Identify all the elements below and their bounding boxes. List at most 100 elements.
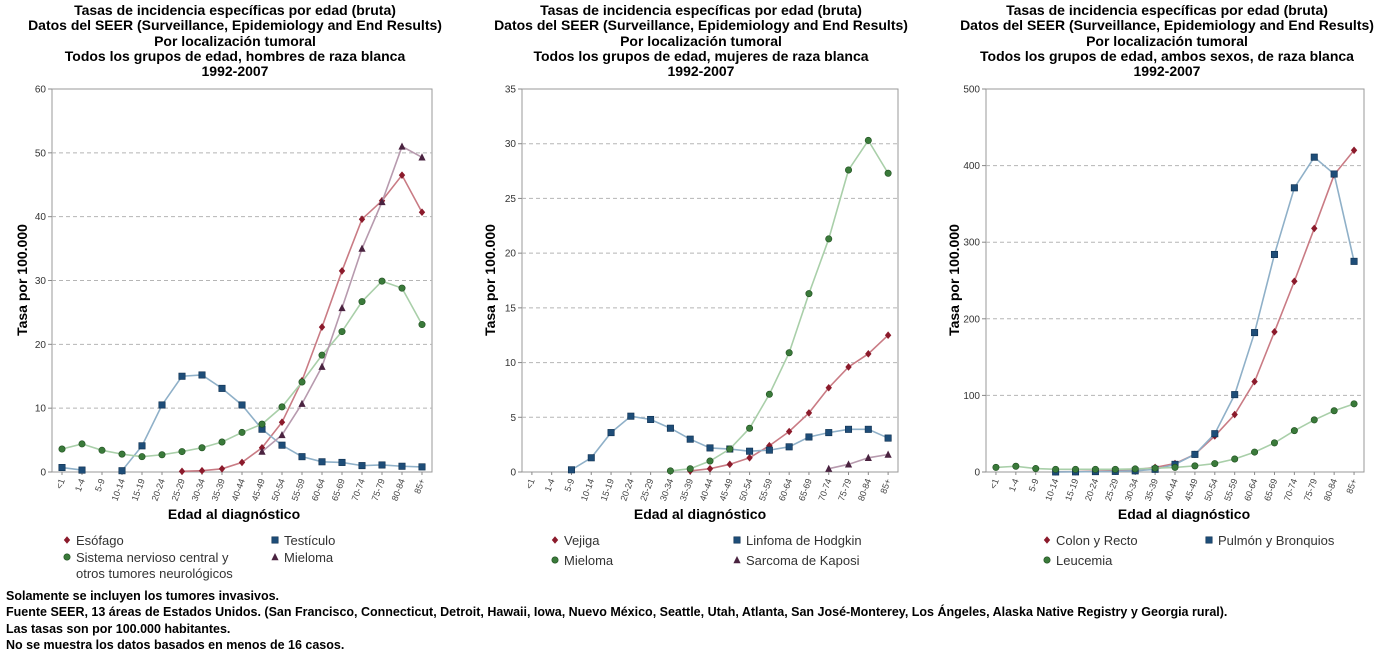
data-point bbox=[378, 277, 386, 285]
data-point bbox=[864, 453, 872, 461]
data-point bbox=[884, 434, 892, 442]
x-tick-label: 5-9 bbox=[1027, 477, 1041, 493]
title-line: Todos los grupos de edad, mujeres de raz… bbox=[533, 47, 869, 64]
data-point bbox=[358, 462, 366, 470]
plot-frame bbox=[985, 88, 1365, 473]
x-tick-label: <1 bbox=[54, 477, 67, 490]
title-line: Tasas de incidencia específicas por edad… bbox=[74, 2, 396, 18]
y-tick-label: 30 bbox=[35, 276, 47, 287]
chart-panel-2: Tasas de incidencia específicas por edad… bbox=[466, 0, 936, 590]
data-point bbox=[1211, 460, 1219, 468]
data-point bbox=[238, 428, 246, 436]
data-point bbox=[1231, 410, 1238, 419]
data-point bbox=[338, 458, 346, 466]
y-tick-label: 60 bbox=[35, 85, 47, 96]
data-point bbox=[607, 429, 615, 437]
x-tick-label: 1-4 bbox=[73, 477, 87, 493]
x-tick-label: 85+ bbox=[412, 477, 427, 495]
y-tick-label: 200 bbox=[963, 314, 980, 325]
legend-item: Mieloma bbox=[270, 550, 333, 566]
data-point bbox=[686, 465, 694, 473]
x-tick-label: 50-54 bbox=[1202, 477, 1219, 502]
series-2 bbox=[58, 371, 426, 475]
series-line bbox=[828, 453, 889, 470]
data-point bbox=[1311, 224, 1318, 233]
legend-marker bbox=[733, 556, 741, 564]
y-tick-label: 20 bbox=[35, 340, 47, 351]
title-line: Por localización tumoral bbox=[154, 32, 316, 49]
series-3 bbox=[58, 277, 426, 461]
data-point bbox=[298, 378, 306, 386]
y-tick-label: 35 bbox=[505, 85, 517, 96]
data-point bbox=[884, 450, 892, 458]
footnote: Fuente SEER, 13 áreas de Estados Unidos.… bbox=[6, 605, 1228, 620]
x-tick-label: 55-59 bbox=[290, 477, 307, 502]
x-tick-label: 15-19 bbox=[1063, 477, 1080, 502]
data-point bbox=[805, 433, 813, 441]
data-point bbox=[567, 466, 575, 474]
data-point bbox=[765, 446, 773, 454]
data-point bbox=[1191, 462, 1199, 470]
x-tick-label: 80-84 bbox=[1322, 477, 1339, 502]
data-point bbox=[1231, 391, 1239, 399]
legend-marker bbox=[1205, 536, 1213, 544]
legend-marker bbox=[551, 536, 559, 544]
data-point bbox=[1251, 329, 1259, 337]
data-point bbox=[58, 464, 66, 472]
x-tick-label: 85+ bbox=[878, 477, 893, 495]
footnote: No se muestra los datos basados en menos… bbox=[6, 637, 345, 652]
legend-item: Esófago bbox=[62, 533, 124, 549]
x-tick-label: 85+ bbox=[1344, 477, 1359, 495]
x-tick-label: 75-79 bbox=[836, 477, 853, 502]
y-tick-label: 20 bbox=[505, 249, 517, 260]
series-line bbox=[121, 374, 423, 472]
data-point bbox=[865, 350, 872, 358]
data-point bbox=[1151, 464, 1159, 472]
y-tick-label: 40 bbox=[35, 212, 47, 223]
data-point bbox=[844, 460, 853, 468]
data-point bbox=[378, 461, 386, 469]
data-point bbox=[805, 290, 813, 298]
x-tick-label: 75-79 bbox=[370, 477, 387, 502]
data-point bbox=[785, 349, 793, 357]
data-point bbox=[1111, 465, 1119, 473]
data-point bbox=[358, 244, 366, 252]
x-tick-label: 70-74 bbox=[1282, 477, 1299, 502]
title-line: Por localización tumoral bbox=[620, 32, 782, 49]
data-point bbox=[298, 453, 306, 461]
title-line: Por localización tumoral bbox=[1086, 32, 1248, 49]
legend-marker-shape bbox=[1043, 556, 1051, 564]
x-tick-label: 70-74 bbox=[350, 477, 367, 502]
x-tick-label: 10-14 bbox=[110, 477, 127, 502]
data-point bbox=[746, 447, 754, 455]
data-point bbox=[398, 142, 406, 150]
data-point bbox=[158, 451, 166, 459]
data-point bbox=[746, 424, 754, 432]
data-point bbox=[218, 384, 226, 392]
data-point bbox=[138, 453, 146, 461]
data-point bbox=[278, 430, 286, 439]
data-point bbox=[178, 448, 186, 456]
title-line: 1992-2007 bbox=[201, 63, 269, 80]
y-axis-label: Tasa por 100.000 bbox=[482, 224, 498, 336]
y-tick-label: 10 bbox=[35, 404, 47, 415]
title-line: Tasas de incidencia específicas por edad… bbox=[540, 2, 862, 18]
x-tick-label: 55-59 bbox=[1222, 477, 1239, 502]
x-tick-label: <1 bbox=[524, 477, 537, 490]
x-tick-label: 10-14 bbox=[579, 477, 596, 502]
legend-marker bbox=[1043, 556, 1051, 564]
data-point bbox=[1330, 170, 1338, 178]
legend-item: Colon y Recto bbox=[1042, 533, 1138, 549]
data-point bbox=[138, 442, 146, 450]
data-point bbox=[805, 409, 813, 417]
data-point bbox=[378, 197, 386, 206]
y-tick-label: 5 bbox=[510, 413, 516, 424]
x-tick-label: 60-64 bbox=[1242, 477, 1259, 502]
x-tick-label: 20-24 bbox=[618, 477, 635, 502]
legend-marker-shape bbox=[1043, 536, 1051, 544]
data-point bbox=[398, 171, 406, 179]
x-tick-label: 45-49 bbox=[717, 477, 734, 502]
y-tick-label: 50 bbox=[35, 148, 47, 159]
data-point bbox=[278, 441, 286, 449]
legend: Colon y Recto Pulmón y Bronquios Leucemia bbox=[932, 533, 1400, 593]
